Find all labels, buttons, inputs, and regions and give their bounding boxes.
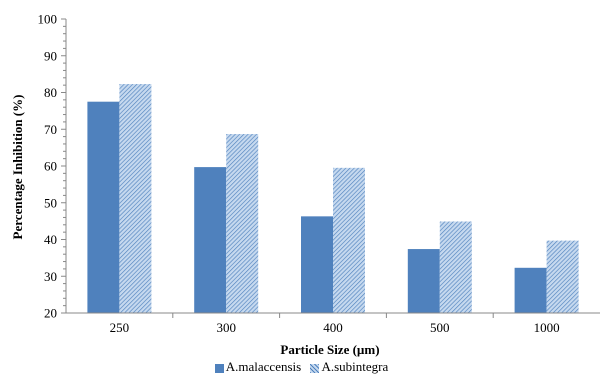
y-tick-label: 60 <box>44 159 57 174</box>
x-tick-label: 500 <box>430 320 450 335</box>
bar-a-malaccensis-1000 <box>514 267 547 313</box>
y-tick-label: 20 <box>44 306 57 321</box>
bar-a-malaccensis-300 <box>194 167 227 313</box>
bar-a-malaccensis-250 <box>87 101 120 313</box>
legend-item-series-2: A.subintegra <box>310 359 388 375</box>
legend: A.malaccensis A.subintegra <box>0 359 603 375</box>
legend-swatch-solid <box>214 363 224 373</box>
bar-a-malaccensis-500 <box>407 249 440 313</box>
bar-a-subintegra-1000 <box>546 240 579 313</box>
legend-swatch-hatched <box>310 363 320 373</box>
x-tick-label: 300 <box>216 320 236 335</box>
y-tick-label: 80 <box>44 85 57 100</box>
y-tick-label: 90 <box>44 48 57 63</box>
bars-group <box>87 84 579 313</box>
legend-item-series-1: A.malaccensis <box>214 359 302 375</box>
y-tick-label: 50 <box>44 195 57 210</box>
bar-a-subintegra-500 <box>439 221 472 313</box>
bar-a-subintegra-250 <box>119 84 152 313</box>
y-tick-label: 70 <box>44 122 57 137</box>
axes-group: 20 30 40 50 60 70 80 90 100 250 300 400 500 1000 <box>38 12 600 335</box>
y-tick-label: 40 <box>44 232 57 247</box>
x-tick-label: 400 <box>323 320 343 335</box>
y-axis-title: Percentage Inhibition (%) <box>10 95 25 240</box>
legend-label-series-1: A.malaccensis <box>225 359 302 374</box>
bar-a-subintegra-400 <box>333 167 365 313</box>
x-axis-title: Particle Size (µm) <box>280 342 379 357</box>
bar-a-subintegra-300 <box>226 134 259 313</box>
legend-label-series-2: A.subintegra <box>321 359 389 374</box>
y-tick-label: 30 <box>44 269 57 284</box>
x-tick-label: 1000 <box>534 320 560 335</box>
y-tick-label: 100 <box>38 12 58 27</box>
bar-a-malaccensis-400 <box>301 216 333 313</box>
x-tick-label: 250 <box>110 320 130 335</box>
